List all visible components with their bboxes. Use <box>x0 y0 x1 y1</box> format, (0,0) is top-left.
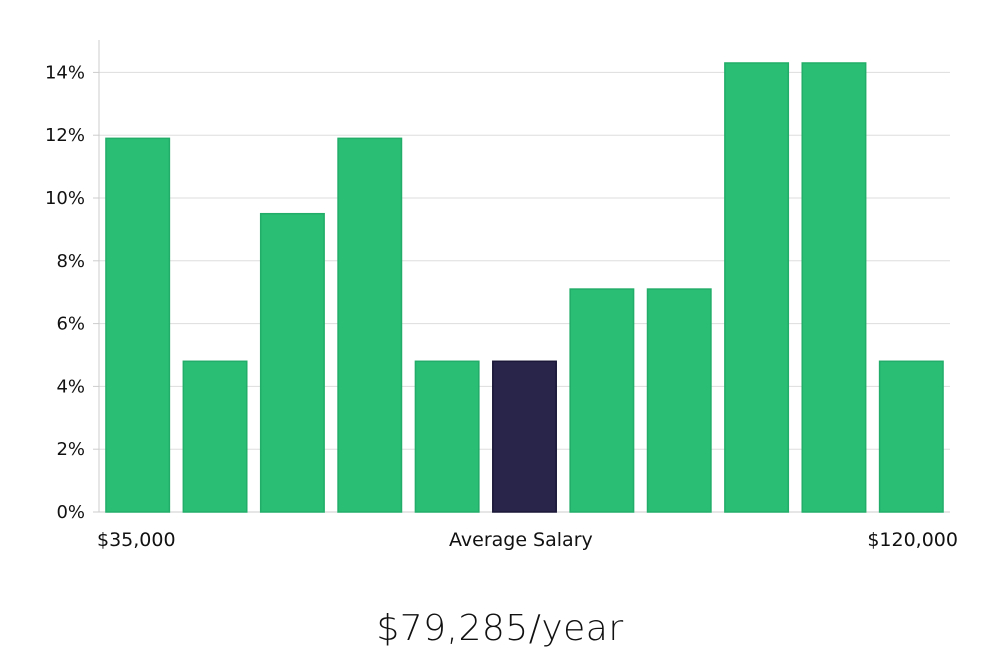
y-tick-label: 0% <box>56 502 85 523</box>
bar-average-salary <box>492 360 557 513</box>
bars <box>105 62 944 513</box>
bar <box>182 360 248 513</box>
x-min-label: $35,000 <box>97 529 176 551</box>
y-tick-label: 6% <box>56 314 85 335</box>
y-tick-labels: 0% 2% 4% 6% 8% 10% 12% 14% <box>45 62 85 523</box>
bar <box>414 360 480 513</box>
y-tick-label: 12% <box>45 125 85 146</box>
bar <box>259 212 325 513</box>
bar <box>724 62 790 513</box>
bar <box>337 137 403 513</box>
bar <box>646 288 712 513</box>
bar <box>801 62 867 513</box>
y-tick-label: 8% <box>56 251 85 272</box>
y-tick-label: 4% <box>56 376 85 397</box>
y-tick-label: 14% <box>45 62 85 83</box>
average-salary-value: $79,285/year <box>376 608 624 649</box>
y-tick-label: 10% <box>45 188 85 209</box>
bar <box>569 288 635 513</box>
bar <box>105 137 171 513</box>
bar <box>878 360 944 513</box>
y-tick-label: 2% <box>56 439 85 460</box>
x-average-label: Average Salary <box>449 529 593 551</box>
x-max-label: $120,000 <box>867 529 958 551</box>
